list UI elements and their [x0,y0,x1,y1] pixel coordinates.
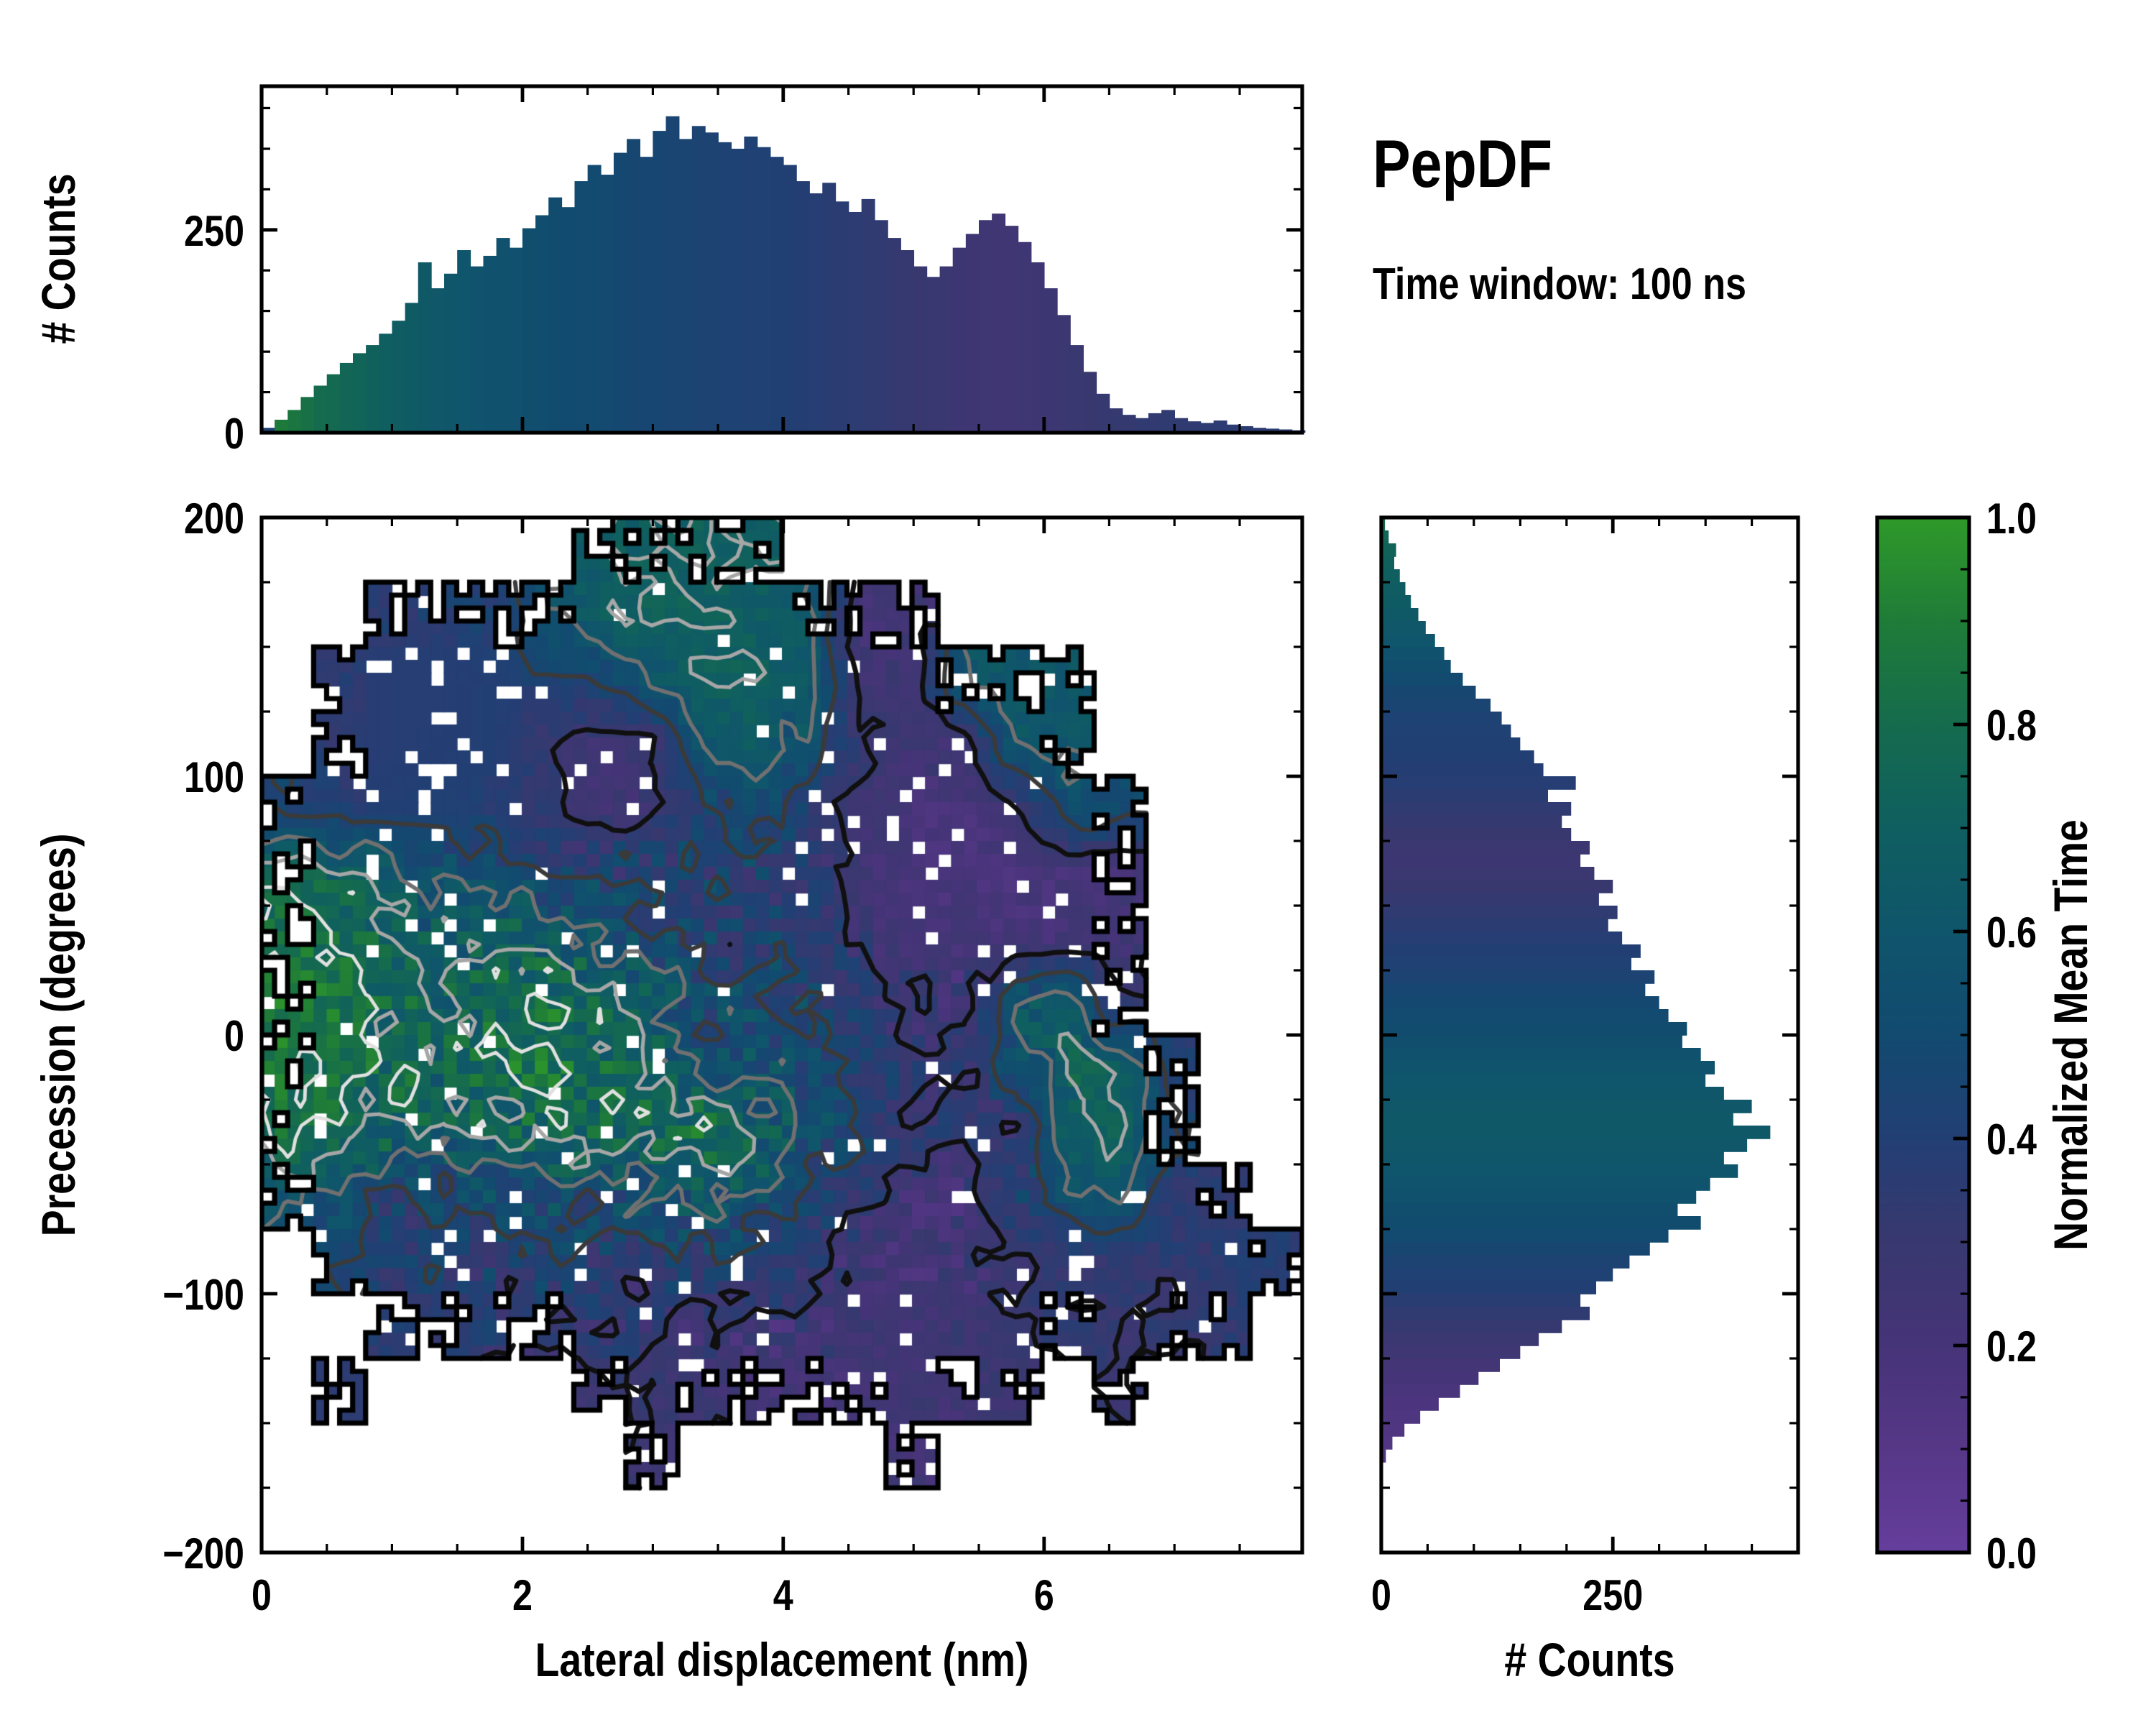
right-hist-x-axis-label: # Counts [1504,1633,1674,1686]
colorbar-tick-label: 1.0 [1986,494,2037,543]
main-x-axis-label: Lateral displacement (nm) [535,1633,1029,1686]
right-histogram [1381,518,1771,1463]
top-hist-y-tick-label: 0 [224,410,244,458]
top-hist-y-axis-label: # Counts [32,173,85,344]
main-y-tick-label: 0 [224,1012,244,1060]
colorbar-tick-label: 0.2 [1986,1322,2037,1371]
main-x-tick-label: 6 [1034,1571,1054,1619]
right-hist-x-tick-label: 250 [1583,1571,1643,1619]
axes-and-ticks [259,84,1971,1555]
page-subtitle: Time window: 100 ns [1373,259,1746,309]
main-y-tick-label: 200 [184,494,244,543]
main-x-tick-label: 0 [252,1571,272,1619]
colorbar-tick-label: 0.4 [1986,1116,2037,1164]
colorbar-tick-label: 0.6 [1986,908,2037,957]
colorbar-label: Normalized Mean Time [2044,819,2097,1251]
top-hist-y-tick-label: 250 [184,207,244,255]
main-y-tick-label: −100 [162,1271,244,1319]
colorbar-tick-label: 0.0 [1986,1530,2037,1578]
main-x-tick-label: 2 [512,1571,533,1619]
main-y-tick-label: −200 [162,1530,244,1578]
page-title: PepDF [1373,126,1552,201]
main-x-tick-label: 4 [773,1571,794,1619]
main-y-tick-label: 100 [184,753,244,801]
colorbar [1877,518,1969,1552]
right-hist-x-tick-label: 0 [1371,1571,1391,1619]
main-heatmap-canvas [262,518,1302,1552]
colorbar-tick-label: 0.8 [1986,702,2037,750]
top-histogram [262,116,1306,433]
main-y-axis-label: Precession (degrees) [32,834,85,1237]
